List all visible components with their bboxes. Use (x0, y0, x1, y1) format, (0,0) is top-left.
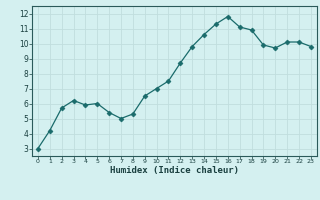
X-axis label: Humidex (Indice chaleur): Humidex (Indice chaleur) (110, 166, 239, 175)
